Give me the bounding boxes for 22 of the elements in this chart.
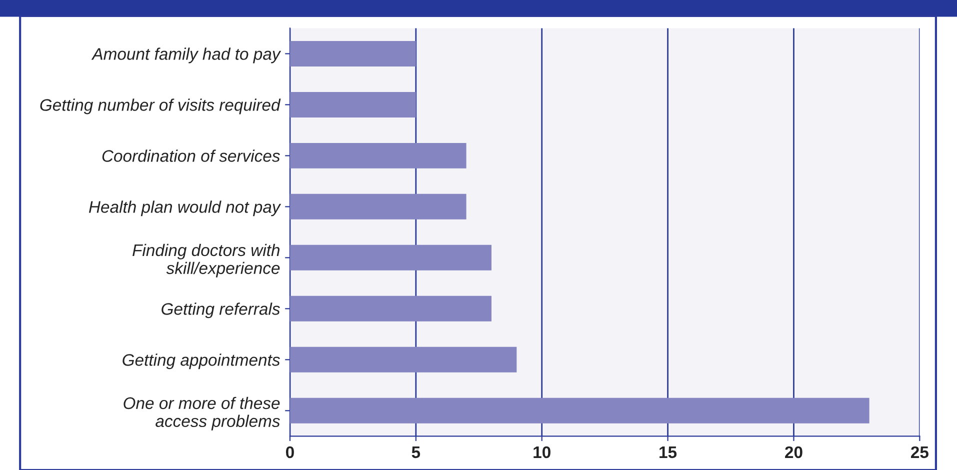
bar xyxy=(290,194,466,220)
bar xyxy=(290,142,466,168)
y-tick-label: Getting referrals xyxy=(162,302,280,318)
y-tick-label: Health plan would not pay xyxy=(88,200,282,216)
x-tick-label: 5 xyxy=(412,446,420,458)
y-tick-label: Coordination of services xyxy=(102,150,280,162)
x-tick-label: 15 xyxy=(660,446,677,458)
x-tick-label: 0 xyxy=(286,446,294,458)
x-tick-label: 25 xyxy=(910,446,928,458)
y-tick-label: One or more of these access problems xyxy=(124,396,280,430)
bar xyxy=(290,244,492,270)
bar xyxy=(290,296,492,322)
bar xyxy=(290,398,870,424)
bar xyxy=(290,40,416,66)
y-tick-label: Getting appointments xyxy=(122,354,280,370)
x-tick-label: 20 xyxy=(785,446,802,458)
x-tick-label: 10 xyxy=(534,446,550,458)
y-tick-label: Amount family had to pay xyxy=(91,48,282,64)
bar xyxy=(290,346,517,372)
y-tick-label: Getting number of visits required xyxy=(40,98,281,114)
y-tick-label: Finding doctors with skill/experience xyxy=(132,244,280,278)
bar xyxy=(290,92,416,118)
